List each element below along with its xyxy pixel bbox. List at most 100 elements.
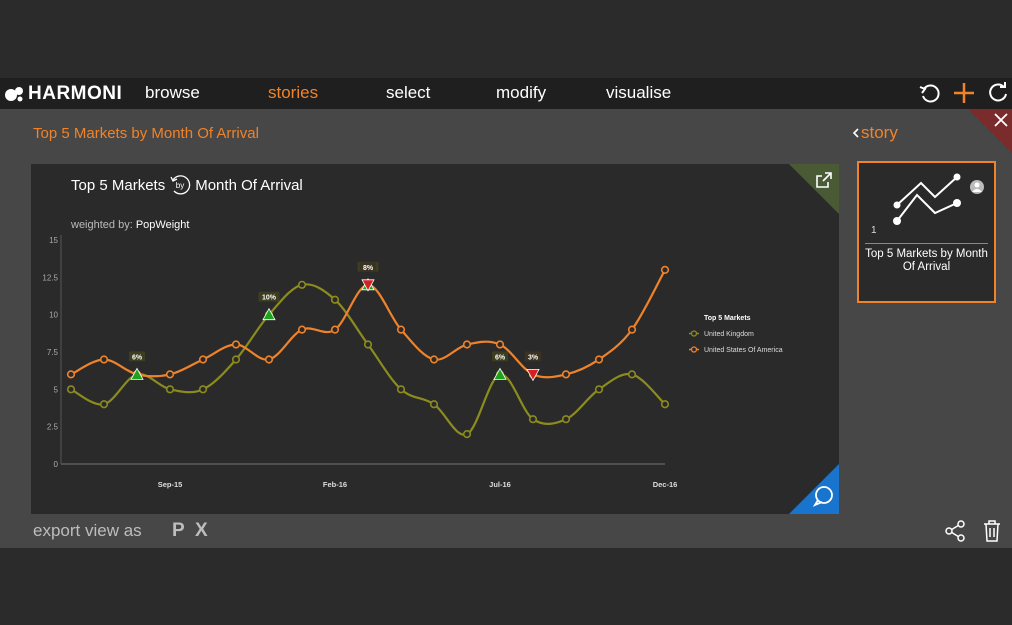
story-thumbnail-icon <box>893 173 984 225</box>
annotation-label: 3% <box>528 354 539 361</box>
data-point <box>495 340 505 349</box>
data-point <box>198 385 208 394</box>
story-number: 1 <box>871 225 877 236</box>
data-point <box>396 325 406 334</box>
export-excel-button[interactable]: X <box>195 520 208 541</box>
nav-visualise[interactable]: visualise <box>606 83 672 102</box>
main-area: Top 5 Markets by Month Of Arrival Top 5 … <box>0 109 1012 548</box>
data-point <box>363 340 373 349</box>
story-back-label: story <box>861 123 898 142</box>
y-tick-label: 0 <box>54 460 59 469</box>
chart-title: Top 5 Markets by Month Of Arrival <box>71 174 303 196</box>
x-tick-label: Jul-16 <box>489 480 511 489</box>
data-point <box>396 385 406 394</box>
data-point <box>66 385 76 394</box>
x-tick-label: Sep-15 <box>158 480 183 489</box>
harmoni-logo[interactable]: HARMONI <box>5 82 122 106</box>
refresh-icon[interactable] <box>986 81 1010 105</box>
data-point <box>99 400 109 409</box>
by-label: by <box>176 181 184 190</box>
story-label: Top 5 Markets by Month Of Arrival <box>865 248 988 273</box>
nav-browse[interactable]: browse <box>145 83 200 102</box>
data-point <box>231 340 241 349</box>
annotation-label: 6% <box>495 354 506 361</box>
story-back-button[interactable]: story <box>851 123 898 143</box>
bottom-margin <box>0 548 1012 625</box>
data-point <box>66 370 76 379</box>
story-divider <box>865 243 988 244</box>
brand-name: HARMONI <box>28 83 123 104</box>
data-point <box>660 265 670 274</box>
up-marker <box>262 307 276 321</box>
data-point <box>264 355 274 364</box>
legend-entry: United Kingdom <box>704 331 754 338</box>
legend-swatch-point <box>690 330 698 337</box>
harmoni-logo-icon <box>5 87 23 102</box>
legend-swatch-point <box>690 346 698 353</box>
chevron-left-icon <box>852 128 859 138</box>
data-point <box>198 355 208 364</box>
by-icon: by <box>170 175 191 195</box>
data-point <box>528 415 538 424</box>
nav-bar: HARMONI browse stories select modify vis… <box>0 78 1012 109</box>
chart-title-left: Top 5 Markets <box>71 176 166 194</box>
trash-icon[interactable] <box>981 519 1003 543</box>
page-title: Top 5 Markets by Month Of Arrival <box>33 125 259 142</box>
down-marker <box>526 369 540 382</box>
data-point <box>462 430 472 439</box>
comment-icon[interactable] <box>812 485 834 507</box>
close-icon[interactable] <box>993 112 1009 128</box>
y-tick-label: 12.5 <box>42 273 58 282</box>
data-point <box>561 415 571 424</box>
y-tick-label: 10 <box>49 311 58 320</box>
data-point <box>627 325 637 334</box>
nav-modify[interactable]: modify <box>496 83 547 102</box>
undo-icon[interactable] <box>918 81 942 105</box>
annotation-label: 10% <box>262 295 277 302</box>
data-point <box>99 355 109 364</box>
data-point <box>462 340 472 349</box>
y-tick-label: 15 <box>49 236 58 245</box>
story-card[interactable]: 1 Top 5 Markets by Month Of Arrival <box>857 161 996 303</box>
data-point <box>297 280 307 289</box>
legend-entry: United States Of America <box>704 347 783 354</box>
data-point <box>660 400 670 409</box>
plus-icon[interactable] <box>952 81 976 105</box>
data-point <box>561 370 571 379</box>
data-point <box>429 400 439 409</box>
data-point <box>165 370 175 379</box>
annotation-bg <box>492 351 508 362</box>
y-tick-label: 5 <box>54 385 59 394</box>
nav-select[interactable]: select <box>386 83 431 102</box>
annotation-bg <box>129 351 145 362</box>
weighted-label: weighted by: <box>71 219 133 231</box>
data-point <box>231 355 241 364</box>
x-tick-label: Feb-16 <box>323 480 347 489</box>
annotation-bg <box>360 261 376 272</box>
nav-stories[interactable]: stories <box>268 83 319 102</box>
chart-panel: Top 5 Markets by Month Of Arrival weight… <box>31 164 839 514</box>
y-tick-label: 2.5 <box>47 423 59 432</box>
data-point <box>165 385 175 394</box>
chart-title-right: Month Of Arrival <box>195 176 303 194</box>
x-tick-label: Dec-16 <box>653 480 678 489</box>
y-tick-label: 7.5 <box>47 348 59 357</box>
line-chart: 0 2.5 5 7.5 10 12.5 15 Sep-15 Feb-16 Jul-16 Dec-16… <box>42 235 783 489</box>
up-marker <box>493 367 507 380</box>
expand-icon[interactable] <box>815 171 833 189</box>
data-point <box>594 355 604 364</box>
data-point <box>330 295 340 304</box>
legend-title: Top 5 Markets <box>704 315 751 322</box>
annotation-label: 8% <box>363 265 374 272</box>
data-point <box>330 325 340 334</box>
data-point <box>627 370 637 379</box>
series-line-0 <box>70 283 666 436</box>
share-icon[interactable] <box>943 519 967 543</box>
weighted-value: PopWeight <box>135 219 190 231</box>
data-point <box>297 325 307 334</box>
top-margin <box>0 0 1012 78</box>
export-powerpoint-button[interactable]: P <box>172 520 185 541</box>
weighted-by: weighted by: PopWeight <box>71 219 189 231</box>
annotation-bg <box>258 291 280 302</box>
down-marker <box>361 279 375 292</box>
